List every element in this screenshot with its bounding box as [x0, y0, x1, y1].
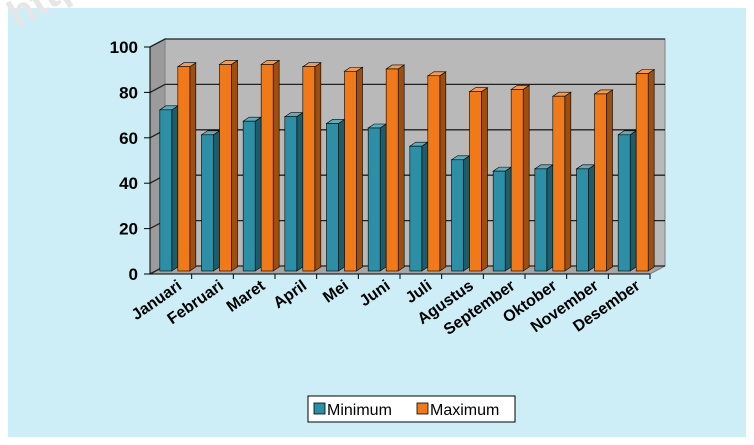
bar-front: [242, 120, 256, 272]
legend-label-maximum: Maximum: [430, 402, 499, 419]
bar-front: [427, 75, 441, 272]
bar-maximum: [426, 71, 447, 272]
bar-front: [576, 168, 589, 272]
bar-minimum: [200, 130, 221, 272]
bar-front: [201, 134, 214, 272]
bar-front: [469, 91, 482, 272]
bar-front: [302, 66, 316, 272]
bar-minimum: [283, 112, 304, 272]
bar-side: [296, 112, 304, 272]
bar-front: [451, 159, 464, 272]
bar-side: [606, 89, 613, 272]
bar-side: [338, 118, 345, 272]
bar-front: [326, 123, 339, 272]
bar-side: [379, 123, 387, 272]
bar-minimum: [367, 123, 388, 272]
bar-front: [534, 168, 548, 272]
y-tick-label: 80: [119, 83, 138, 102]
bar-side: [564, 91, 572, 272]
bar-minimum: [408, 141, 429, 272]
bar-side: [439, 71, 447, 272]
bar-maximum: [301, 62, 322, 272]
bar-minimum: [575, 164, 596, 272]
bar-side: [213, 130, 220, 272]
bar-side: [504, 166, 512, 272]
bar-front: [617, 134, 631, 272]
bar-front: [409, 145, 423, 272]
bar-side: [314, 62, 322, 272]
bar-front: [492, 170, 506, 272]
bar-side: [356, 66, 363, 272]
bar-front: [260, 64, 274, 272]
y-axis-ticks: 0 20 40 60 80 100: [110, 38, 151, 284]
legend-swatch-maximum: [416, 402, 429, 415]
y-tick-label: 40: [119, 174, 138, 193]
legend: Minimum Maximum: [307, 395, 516, 423]
bar-side: [546, 164, 554, 272]
bar-minimum: [242, 116, 263, 272]
bar-maximum: [218, 59, 239, 272]
bar-maximum: [260, 59, 281, 272]
bar-front: [159, 109, 173, 272]
bar-minimum: [533, 164, 554, 272]
bar-front: [385, 68, 399, 272]
bar-minimum: [492, 166, 513, 272]
y-tick-label: 60: [119, 129, 138, 148]
bar-minimum: [158, 105, 179, 272]
bar-side: [171, 105, 179, 272]
x-category-label: April: [271, 277, 311, 312]
gridline: [149, 83, 665, 93]
bar-side: [463, 155, 470, 272]
bar-side: [522, 84, 530, 272]
bar-minimum: [617, 130, 638, 272]
bar-front: [344, 70, 357, 272]
bar-maximum: [468, 87, 489, 272]
bar-side: [272, 59, 280, 272]
bar-front: [219, 64, 232, 272]
y-tick-label: 20: [119, 220, 138, 239]
bar-side: [588, 164, 595, 272]
bar-front: [510, 89, 524, 272]
bar-front: [284, 116, 298, 272]
bar-front: [635, 73, 649, 272]
bar-maximum: [635, 68, 656, 272]
legend-swatch-minimum: [313, 402, 326, 415]
x-category-label: Juni: [357, 277, 394, 310]
bars: [150, 59, 656, 279]
bar-minimum: [450, 155, 471, 272]
y-tick-label: 0: [129, 265, 138, 284]
bar-side: [397, 64, 405, 272]
gridline: [149, 38, 665, 48]
bar-maximum: [176, 62, 197, 272]
bar-maximum: [385, 64, 406, 272]
y-tick-label: 100: [110, 38, 138, 57]
bar-side: [189, 62, 197, 272]
legend-box: [307, 395, 516, 423]
bar-side: [629, 130, 637, 272]
bar-maximum: [343, 66, 364, 272]
bar-side: [481, 87, 488, 272]
legend-label-minimum: Minimum: [327, 402, 392, 419]
x-category-label: Mei: [320, 277, 352, 306]
bar-side: [254, 116, 262, 272]
bar-front: [552, 95, 566, 272]
bar-front: [367, 127, 381, 272]
bar-side: [421, 141, 429, 272]
bar-minimum: [325, 118, 346, 272]
bar-maximum: [510, 84, 531, 272]
bar-side: [647, 68, 655, 272]
bar-front: [177, 66, 191, 272]
x-category-label: Maret: [224, 277, 269, 316]
bar-side: [231, 59, 238, 272]
bar-front: [594, 93, 607, 272]
bar-maximum: [551, 91, 572, 272]
bar-maximum: [593, 89, 614, 272]
